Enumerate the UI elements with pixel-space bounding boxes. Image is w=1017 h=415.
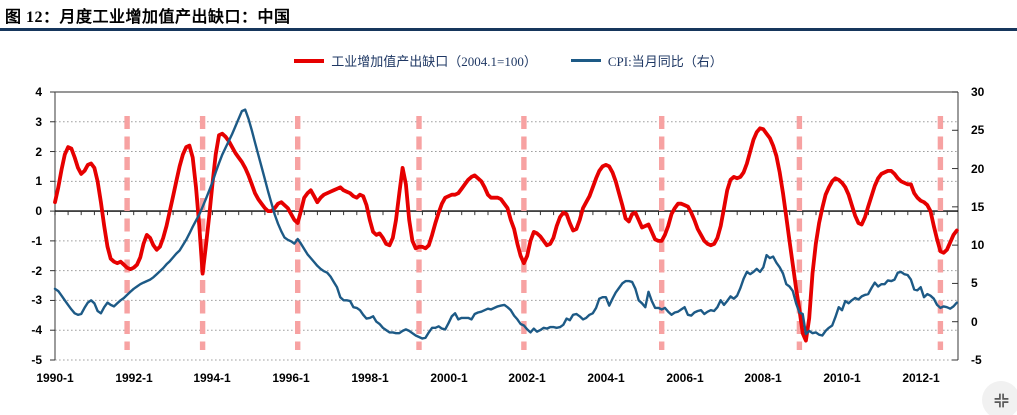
right-axis-tick-label: 10 — [971, 238, 985, 252]
right-axis-tick-label: 5 — [971, 276, 978, 290]
x-axis-tick-label: 2006-1 — [666, 371, 704, 385]
x-axis-tick-label: 1998-1 — [351, 371, 389, 385]
resize-button[interactable] — [982, 381, 1017, 415]
x-axis-tick-label: 2008-1 — [744, 371, 782, 385]
legend-item-cpi: CPI:当月同比（右） — [570, 51, 723, 70]
right-axis-tick-label: 15 — [971, 200, 985, 214]
red-line-swatch-icon — [294, 58, 325, 63]
x-axis-tick-label: 2002-1 — [508, 371, 546, 385]
figure-title: 图 12：月度工业增加值产出缺口：中国 — [5, 9, 291, 26]
left-axis-tick-label: 0 — [35, 204, 42, 218]
right-axis-tick-label: 20 — [971, 162, 985, 176]
blue-line-swatch-icon — [570, 59, 601, 62]
left-axis-tick-label: -3 — [31, 293, 42, 307]
x-axis-tick-label: 1990-1 — [36, 371, 74, 385]
chart-legend: 工业增加值产出缺口（2004.1=100） CPI:当月同比（右） — [0, 51, 1017, 70]
compress-icon — [994, 393, 1008, 407]
x-axis-tick-label: 1992-1 — [115, 371, 153, 385]
right-axis-tick-label: 30 — [971, 85, 985, 99]
x-axis-tick-label: 2010-1 — [823, 371, 861, 385]
left-axis-tick-label: -1 — [31, 234, 42, 248]
legend-label-cpi: CPI:当月同比（右） — [607, 54, 723, 69]
x-axis-tick-label: 2000-1 — [430, 371, 468, 385]
right-axis-tick-label: 0 — [971, 315, 978, 329]
left-axis-tick-label: -4 — [31, 323, 42, 337]
legend-item-output-gap: 工业增加值产出缺口（2004.1=100） — [294, 51, 537, 70]
left-axis-tick-label: -5 — [31, 353, 42, 367]
title-divider — [0, 28, 1017, 31]
left-axis-tick-label: -2 — [31, 264, 42, 278]
left-axis-tick-label: 3 — [35, 115, 42, 129]
left-axis-tick-label: 1 — [35, 174, 42, 188]
x-axis-tick-label: 1994-1 — [193, 371, 231, 385]
left-axis-tick-label: 4 — [35, 85, 42, 99]
legend-label-output-gap: 工业增加值产出缺口（2004.1=100） — [331, 54, 537, 69]
x-axis-tick-label: 2012-1 — [902, 371, 940, 385]
right-axis-tick-label: -5 — [971, 353, 982, 367]
right-axis-tick-label: 25 — [971, 123, 985, 137]
x-axis-tick-label: 2004-1 — [587, 371, 625, 385]
left-axis-tick-label: 2 — [35, 145, 42, 159]
x-axis-tick-label: 1996-1 — [272, 371, 310, 385]
